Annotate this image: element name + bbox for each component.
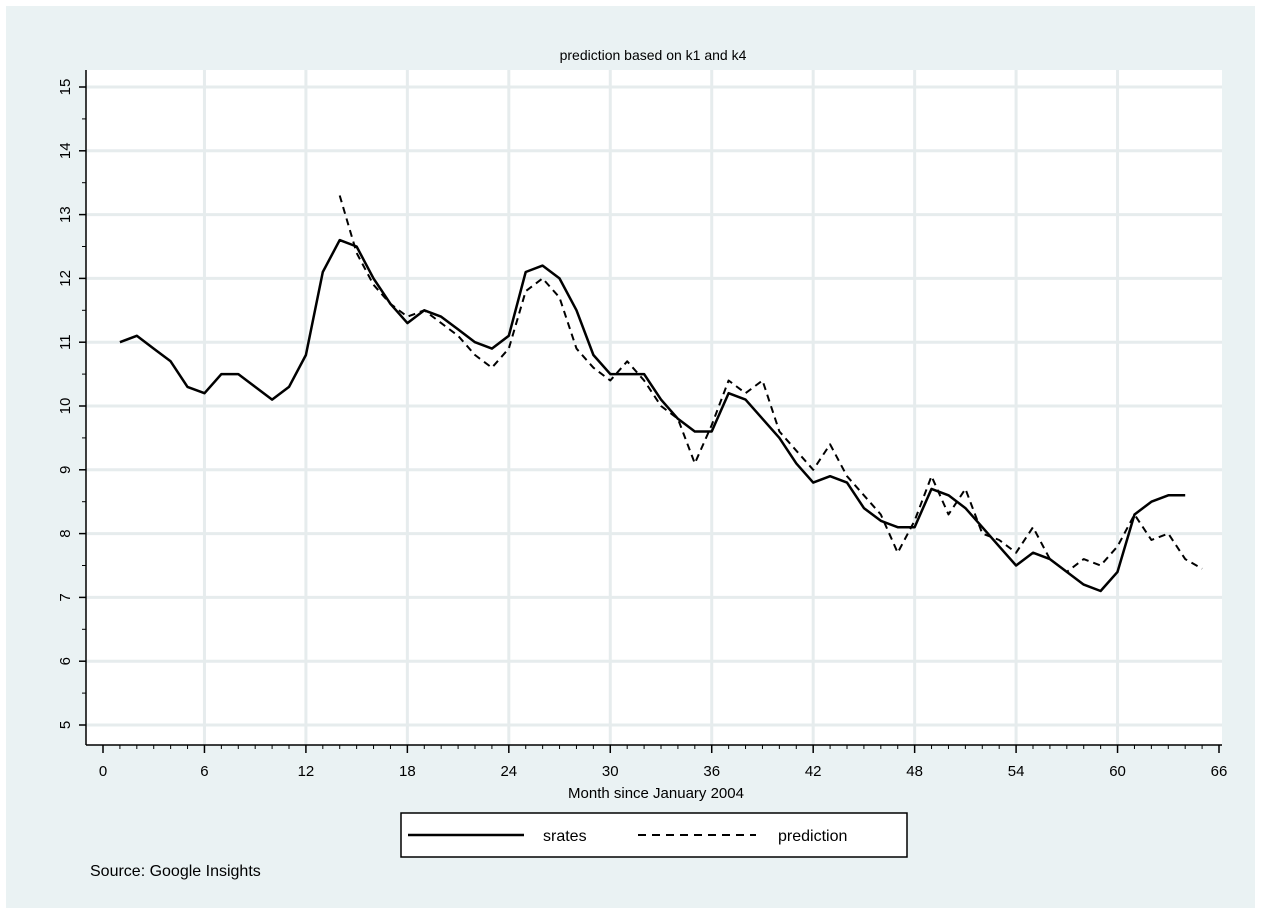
y-tick-label: 15 bbox=[57, 79, 74, 96]
x-tick-label: 6 bbox=[200, 763, 208, 780]
x-axis-title: Month since January 2004 bbox=[568, 785, 744, 802]
x-tick-label: 60 bbox=[1109, 763, 1126, 780]
x-tick-label: 48 bbox=[906, 763, 923, 780]
x-tick-label: 42 bbox=[805, 763, 822, 780]
series-line-prediction bbox=[338, 195, 1203, 573]
series-line-srates bbox=[119, 238, 1186, 593]
x-tick-label: 36 bbox=[703, 763, 720, 780]
axes-layer: 5 6 7 8 9 10 11 12 13 14 15 0 6 12 18 24 30 36 42 48 54 60 66 bbox=[57, 70, 1227, 780]
chart-title: prediction based on k1 and k4 bbox=[560, 47, 747, 63]
x-tick-label: 66 bbox=[1211, 763, 1228, 780]
y-tick-label: 12 bbox=[57, 270, 74, 287]
x-tick-label: 30 bbox=[602, 763, 619, 780]
source-note: Source: Google Insights bbox=[90, 863, 261, 880]
x-tick-label: 0 bbox=[99, 763, 107, 780]
grid-layer bbox=[86, 70, 1222, 745]
legend-label-prediction: prediction bbox=[778, 828, 847, 845]
series-layer bbox=[119, 195, 1203, 593]
y-tick-label: 14 bbox=[57, 142, 74, 159]
x-tick-label: 24 bbox=[500, 763, 517, 780]
legend-label-srates: srates bbox=[543, 828, 587, 845]
y-tick-label: 11 bbox=[57, 334, 74, 350]
x-tick-label: 12 bbox=[298, 763, 315, 780]
y-tick-label: 8 bbox=[57, 529, 74, 537]
legend: srates prediction bbox=[400, 812, 908, 858]
y-tick-label: 9 bbox=[57, 466, 74, 474]
y-tick-label: 6 bbox=[57, 657, 74, 665]
y-tick-label: 13 bbox=[57, 206, 74, 223]
y-tick-label: 10 bbox=[57, 398, 74, 415]
y-tick-label: 5 bbox=[57, 721, 74, 729]
x-tick-label: 54 bbox=[1008, 763, 1025, 780]
x-tick-label: 18 bbox=[399, 763, 416, 780]
y-tick-label: 7 bbox=[57, 593, 74, 601]
